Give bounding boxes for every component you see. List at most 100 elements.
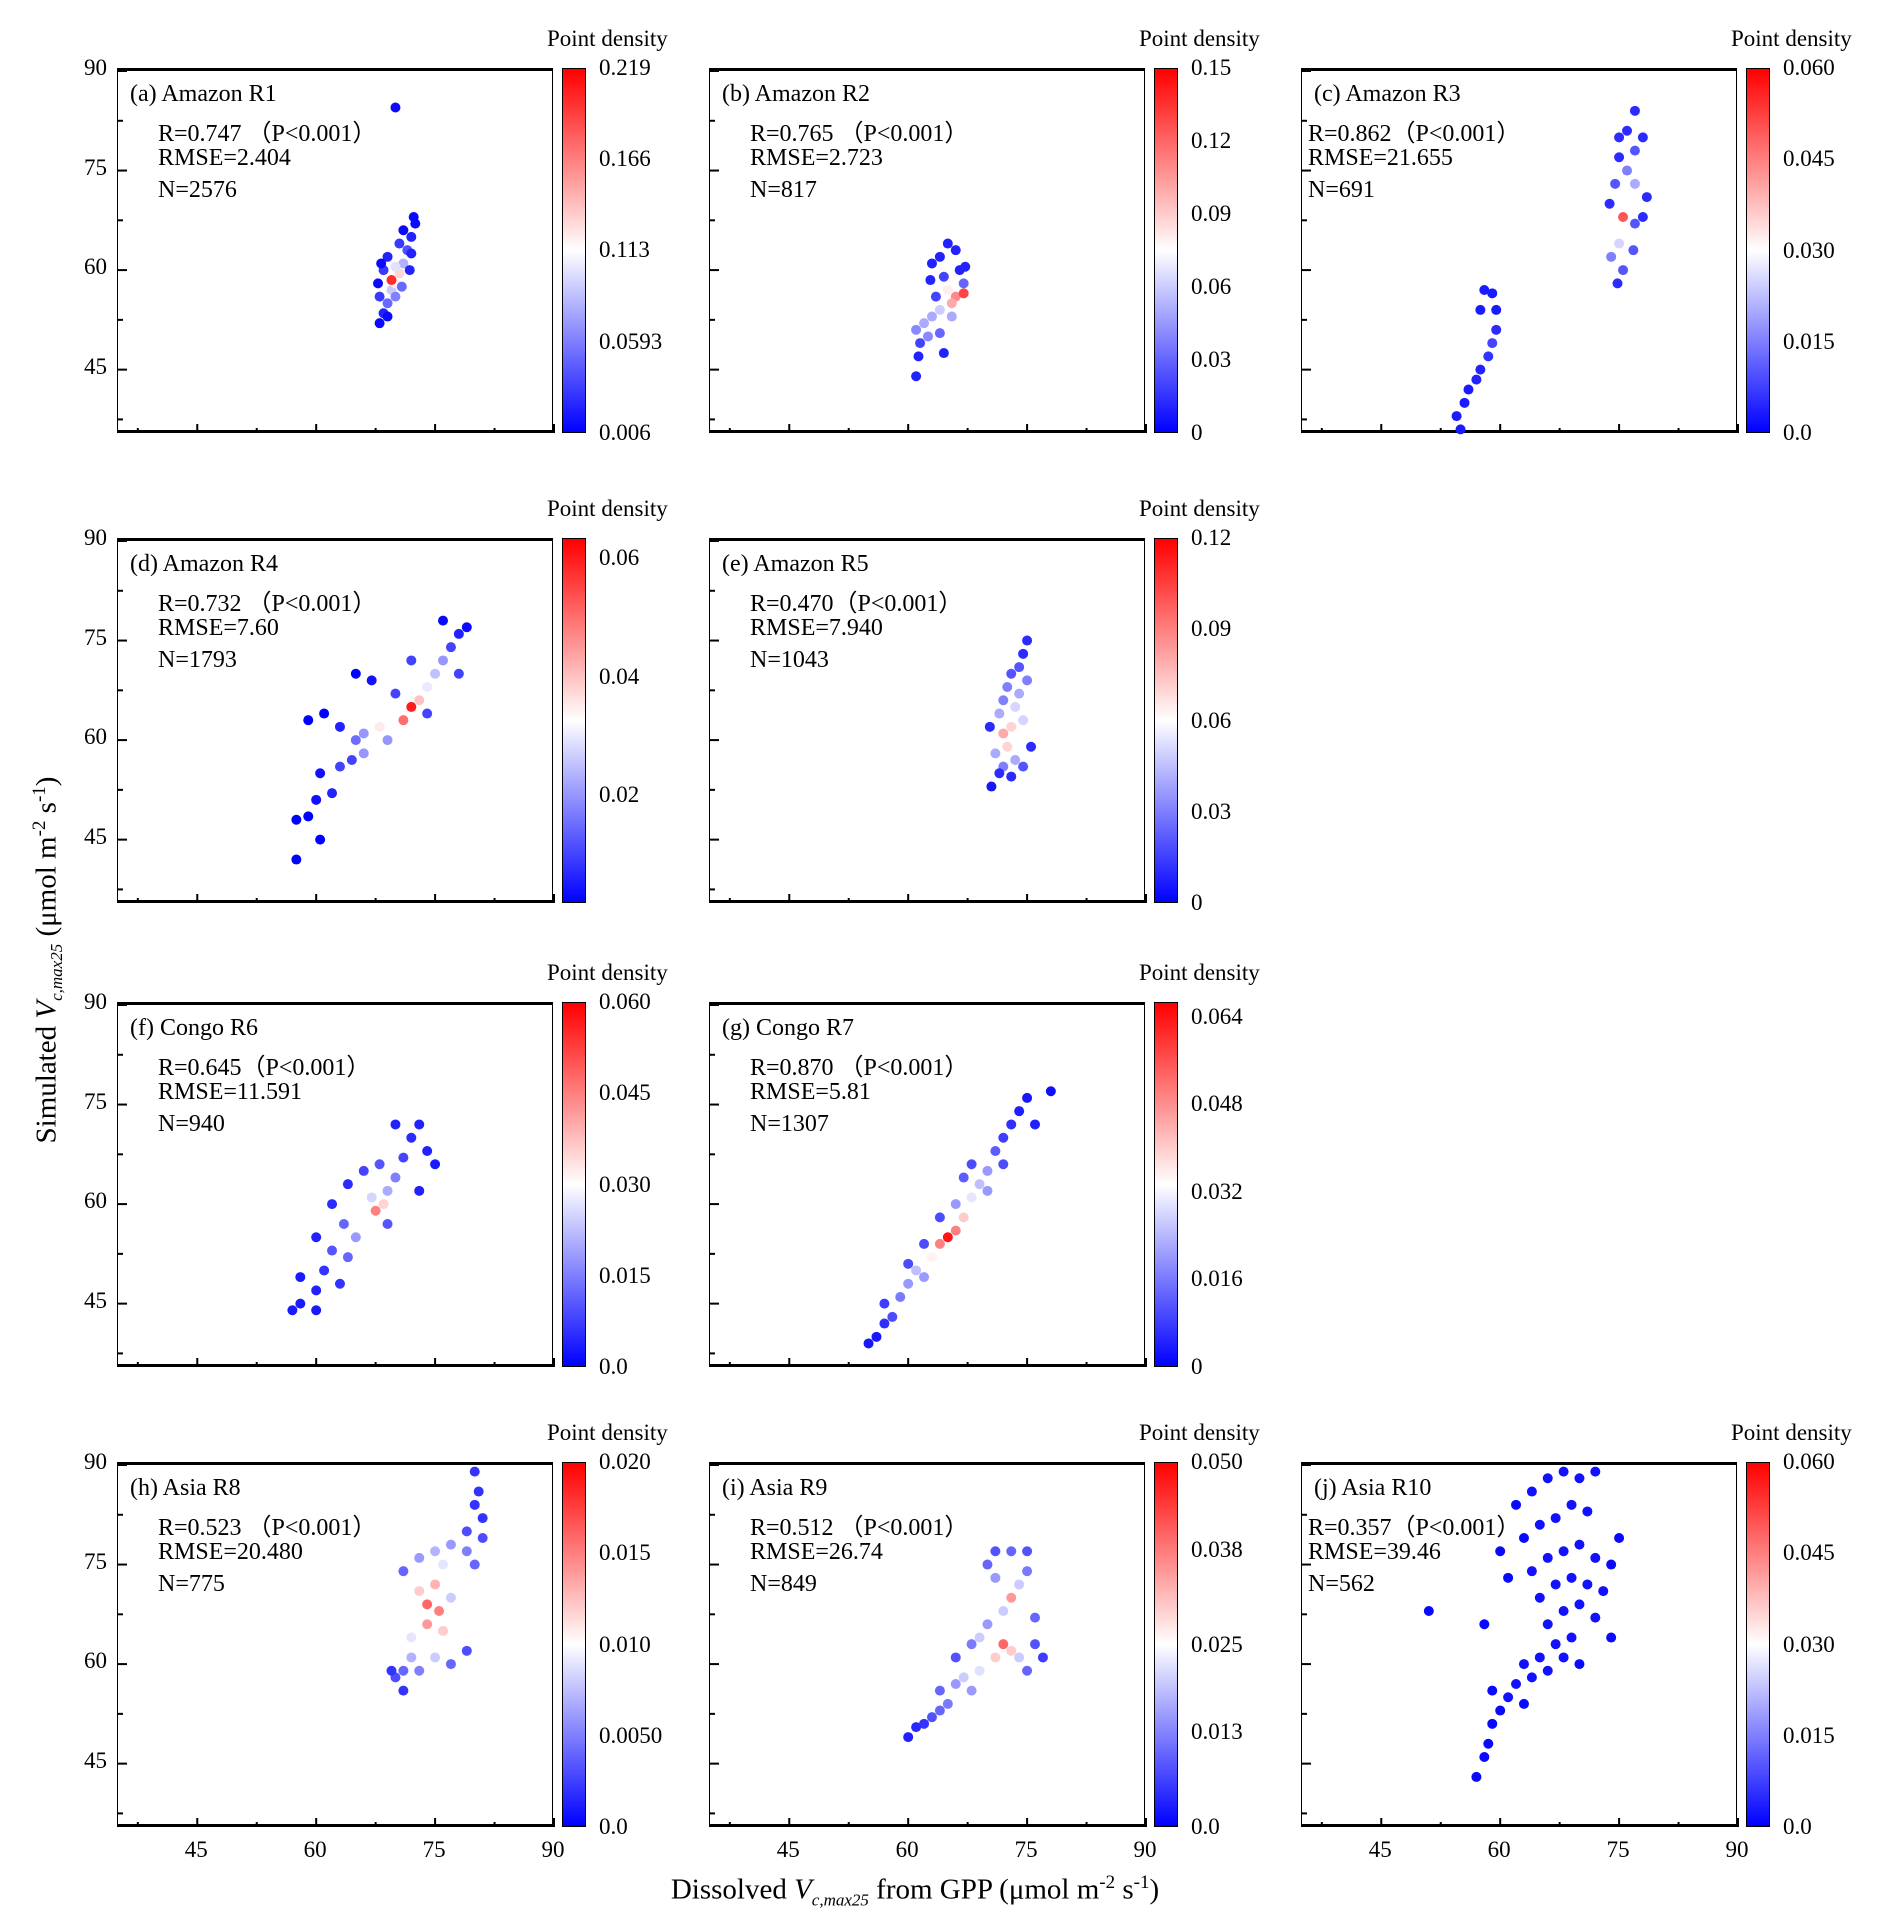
colorbar-tick-label: 0.050: [1191, 1449, 1243, 1474]
data-point: [958, 1672, 969, 1683]
colorbar-tick-label: 0.045: [1783, 1540, 1835, 1566]
data-point: [879, 1318, 890, 1329]
stat-n: N=817: [750, 177, 817, 203]
data-point: [311, 1285, 322, 1296]
data-point: [469, 1466, 480, 1477]
data-point: [1629, 178, 1640, 189]
colorbar-tick-label: 0.013: [1191, 1719, 1243, 1745]
data-point: [434, 1606, 445, 1616]
data-point: [291, 814, 302, 825]
y-tick-label: 45: [84, 353, 107, 379]
data-point: [1558, 1606, 1569, 1616]
data-point: [438, 1559, 449, 1570]
data-point: [438, 1625, 449, 1636]
data-point: [1606, 1559, 1617, 1570]
data-point: [1604, 198, 1615, 209]
data-point: [291, 854, 302, 865]
colorbar-tick-label: 0.045: [599, 1080, 651, 1106]
colorbar: [562, 68, 586, 433]
data-point: [1045, 1086, 1056, 1097]
scatter-panel: (d) Amazon R4 R=0.732 （P<0.001） RMSE=7.60 N…: [117, 538, 555, 903]
data-point: [477, 1533, 488, 1543]
colorbar-tick-label: 0.045: [1783, 146, 1835, 172]
data-point: [1618, 265, 1629, 276]
data-point: [1622, 165, 1633, 176]
data-point: [303, 811, 314, 822]
stat-rmse: RMSE=11.591: [158, 1079, 302, 1105]
data-point: [1590, 1612, 1601, 1623]
data-point: [1550, 1579, 1561, 1590]
data-point: [1006, 1592, 1017, 1603]
data-point: [966, 1192, 977, 1203]
data-point: [1614, 132, 1625, 143]
colorbar-tick-label: 0.09: [1191, 616, 1232, 642]
data-point: [1618, 212, 1629, 222]
data-point: [1022, 1665, 1033, 1676]
data-point: [406, 655, 417, 666]
data-point: [414, 695, 425, 706]
colorbar-tick-label: 0: [1191, 890, 1203, 915]
data-point: [1014, 1652, 1025, 1663]
data-point: [430, 1546, 441, 1557]
data-point: [1475, 364, 1486, 375]
panel-title: (j) Asia R10: [1314, 1475, 1432, 1501]
colorbar-tick-label: 0.038: [1191, 1536, 1243, 1562]
colorbar-tick-label: 0.0050: [599, 1722, 663, 1748]
stat-rmse: RMSE=2.404: [158, 145, 291, 171]
data-point: [374, 318, 385, 329]
colorbar-tick-label: 0.0: [1783, 1814, 1812, 1839]
data-point: [1487, 288, 1498, 299]
data-point: [406, 1652, 417, 1663]
colorbar-tick-label: 0.06: [1191, 707, 1232, 733]
data-point: [382, 1185, 393, 1196]
data-point: [438, 655, 449, 666]
data-point: [414, 1586, 425, 1597]
data-point: [327, 788, 338, 799]
data-point: [358, 728, 369, 739]
data-point: [1022, 675, 1033, 686]
data-point: [1622, 125, 1633, 136]
colorbar-tick-label: 0.02: [599, 782, 640, 808]
data-point: [1018, 648, 1029, 659]
x-tick-label: 45: [184, 1837, 208, 1862]
data-point: [1006, 668, 1017, 679]
colorbar-tick-label: 0.0: [1191, 1814, 1220, 1839]
data-point: [366, 675, 377, 686]
colorbar-tick-label: 0.015: [1783, 1722, 1835, 1748]
stat-n: N=562: [1308, 1571, 1375, 1597]
data-point: [1487, 1685, 1498, 1696]
data-point: [358, 1212, 369, 1223]
data-point: [1526, 1486, 1537, 1497]
data-point: [1475, 304, 1486, 315]
data-point: [334, 721, 345, 732]
colorbar-tick-label: 0.032: [1191, 1178, 1243, 1204]
data-point: [430, 1159, 441, 1170]
colorbar: [562, 1002, 586, 1367]
data-point: [990, 735, 1001, 746]
data-point: [461, 1645, 472, 1656]
stat-r: R=0.765 （P<0.001）: [750, 121, 969, 147]
stat-r: R=0.732 （P<0.001）: [158, 591, 377, 617]
data-point: [1542, 1552, 1553, 1563]
data-point: [1558, 1652, 1569, 1663]
y-tick-label: 75: [84, 154, 107, 180]
colorbar-tick-label: 0.048: [1191, 1091, 1243, 1117]
data-point: [966, 1685, 977, 1696]
colorbar: [1154, 538, 1178, 903]
scatter-panel: (e) Amazon R5 R=0.470（P<0.001） RMSE=7.940 N…: [709, 538, 1147, 903]
data-point: [1491, 304, 1502, 315]
plot-area: [710, 540, 1147, 903]
data-point: [974, 1632, 985, 1643]
data-point: [469, 1559, 480, 1570]
data-point: [422, 1599, 433, 1610]
stat-rmse: RMSE=39.46: [1308, 1539, 1441, 1565]
data-point: [919, 1272, 930, 1283]
data-point: [1463, 384, 1474, 395]
scatter-panel: (h) Asia R8 R=0.523 （P<0.001） RMSE=20.480 N…: [117, 1462, 555, 1827]
data-point: [422, 708, 433, 719]
data-point: [382, 298, 393, 309]
colorbar-tick-label: 0.12: [1191, 128, 1232, 153]
data-point: [942, 1232, 953, 1243]
data-point: [295, 1298, 306, 1309]
data-point: [1511, 1679, 1522, 1689]
